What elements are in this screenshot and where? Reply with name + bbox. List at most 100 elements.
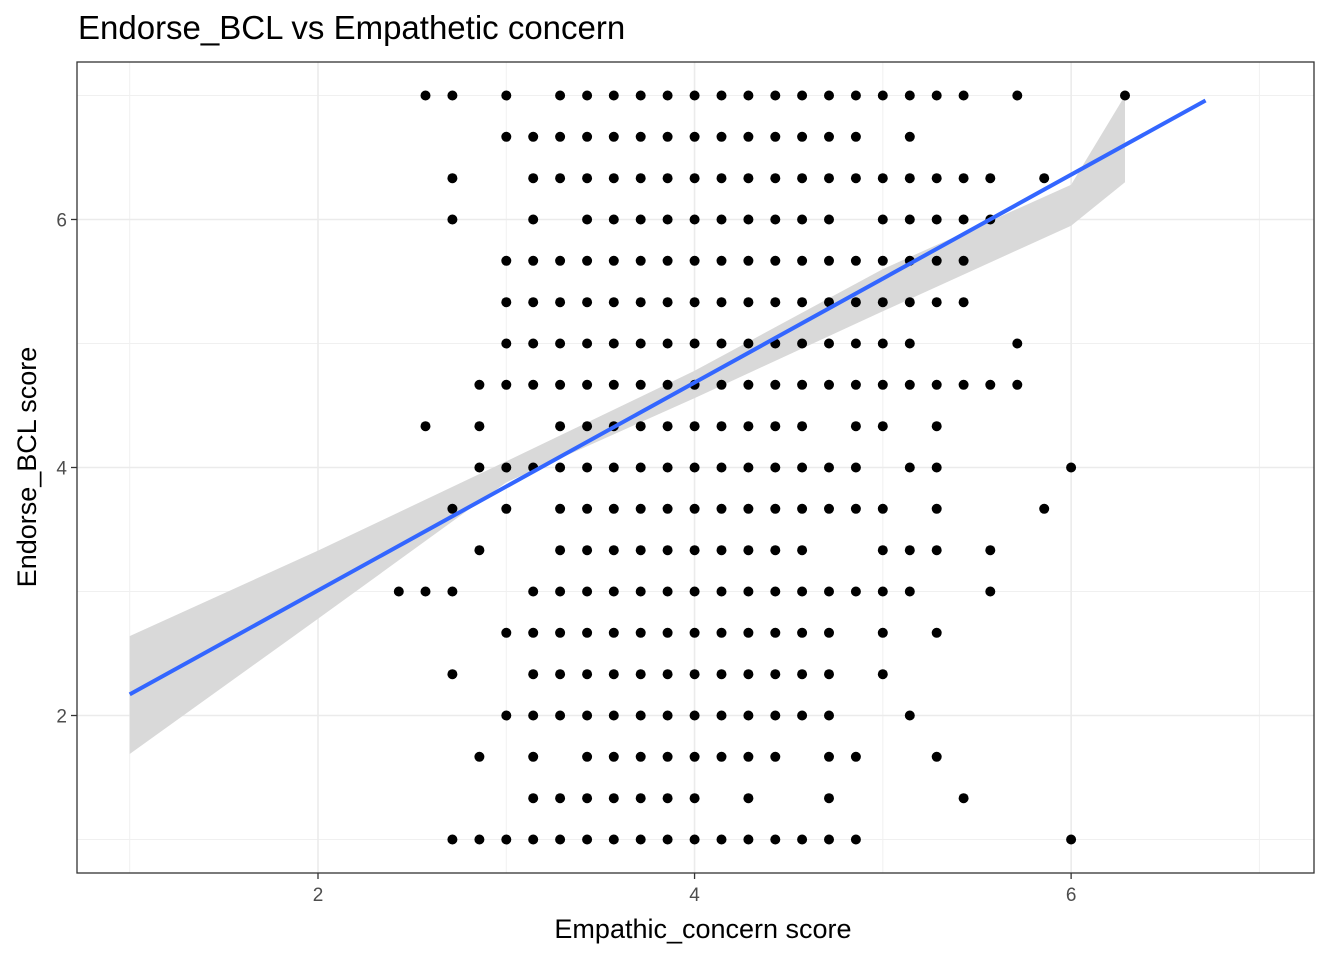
data-point [528, 173, 539, 184]
data-point [850, 834, 861, 845]
data-point [689, 338, 700, 349]
data-point [931, 90, 942, 101]
data-point [850, 462, 861, 473]
data-point [716, 297, 727, 308]
data-point [850, 297, 861, 308]
data-point [635, 90, 646, 101]
data-point [931, 297, 942, 308]
data-point [501, 338, 512, 349]
data-point [528, 255, 539, 266]
data-point [716, 255, 727, 266]
data-point [662, 503, 673, 514]
data-point [635, 379, 646, 390]
data-point [850, 90, 861, 101]
data-point [1012, 338, 1023, 349]
data-point [958, 255, 969, 266]
data-point [662, 421, 673, 432]
data-point [608, 297, 619, 308]
data-point [528, 297, 539, 308]
data-point [501, 710, 512, 721]
data-point [877, 338, 888, 349]
data-point [743, 214, 754, 225]
data-point [743, 503, 754, 514]
data-point [528, 586, 539, 597]
data-point [797, 462, 808, 473]
data-point [743, 545, 754, 556]
data-point [743, 751, 754, 762]
data-point [958, 297, 969, 308]
data-point [608, 214, 619, 225]
data-point [824, 255, 834, 266]
data-point [904, 173, 915, 184]
data-point [931, 173, 942, 184]
data-point [501, 131, 512, 142]
data-point [931, 503, 942, 514]
data-point [931, 421, 942, 432]
data-point [555, 255, 566, 266]
data-point [662, 131, 673, 142]
y-axis-title: Endorse_BCL score [12, 347, 42, 588]
data-point [770, 421, 781, 432]
data-point [716, 710, 727, 721]
data-point [797, 90, 808, 101]
data-point [608, 710, 619, 721]
data-point [689, 751, 700, 762]
data-point [743, 710, 754, 721]
data-point [608, 669, 619, 680]
data-point [555, 503, 566, 514]
data-point [582, 834, 593, 845]
data-point [716, 379, 727, 390]
data-point [582, 173, 593, 184]
data-point [528, 669, 539, 680]
data-point [824, 131, 834, 142]
data-point [985, 173, 996, 184]
data-point [770, 586, 781, 597]
data-point [635, 338, 646, 349]
data-point [958, 379, 969, 390]
data-point [635, 545, 646, 556]
data-point [797, 297, 808, 308]
data-point [555, 338, 566, 349]
data-point [824, 586, 834, 597]
data-point [608, 131, 619, 142]
data-point [877, 173, 888, 184]
data-point [474, 462, 485, 473]
data-point [1066, 834, 1077, 845]
data-point [797, 627, 808, 638]
data-point [877, 297, 888, 308]
data-point [904, 297, 915, 308]
data-point [501, 834, 512, 845]
data-point [931, 545, 942, 556]
data-point [877, 627, 888, 638]
data-point [743, 297, 754, 308]
data-point [877, 255, 888, 266]
data-point [582, 751, 593, 762]
data-point [770, 462, 781, 473]
data-point [582, 545, 593, 556]
data-point [770, 297, 781, 308]
data-point [985, 586, 996, 597]
data-point [904, 710, 915, 721]
data-point [582, 462, 593, 473]
data-point [501, 462, 512, 473]
data-point [797, 710, 808, 721]
data-point [582, 669, 593, 680]
data-point [743, 793, 754, 804]
data-point [689, 214, 700, 225]
data-point [824, 793, 834, 804]
data-point [850, 338, 861, 349]
data-point [716, 462, 727, 473]
data-point [393, 586, 404, 597]
data-point [1066, 462, 1077, 473]
data-point [608, 90, 619, 101]
data-point [850, 503, 861, 514]
data-point [608, 751, 619, 762]
data-point [931, 255, 942, 266]
data-point [877, 421, 888, 432]
data-point [931, 214, 942, 225]
confidence-band-layer [129, 95, 1125, 754]
data-point [582, 503, 593, 514]
data-point [716, 627, 727, 638]
data-point [931, 751, 942, 762]
data-point [662, 793, 673, 804]
